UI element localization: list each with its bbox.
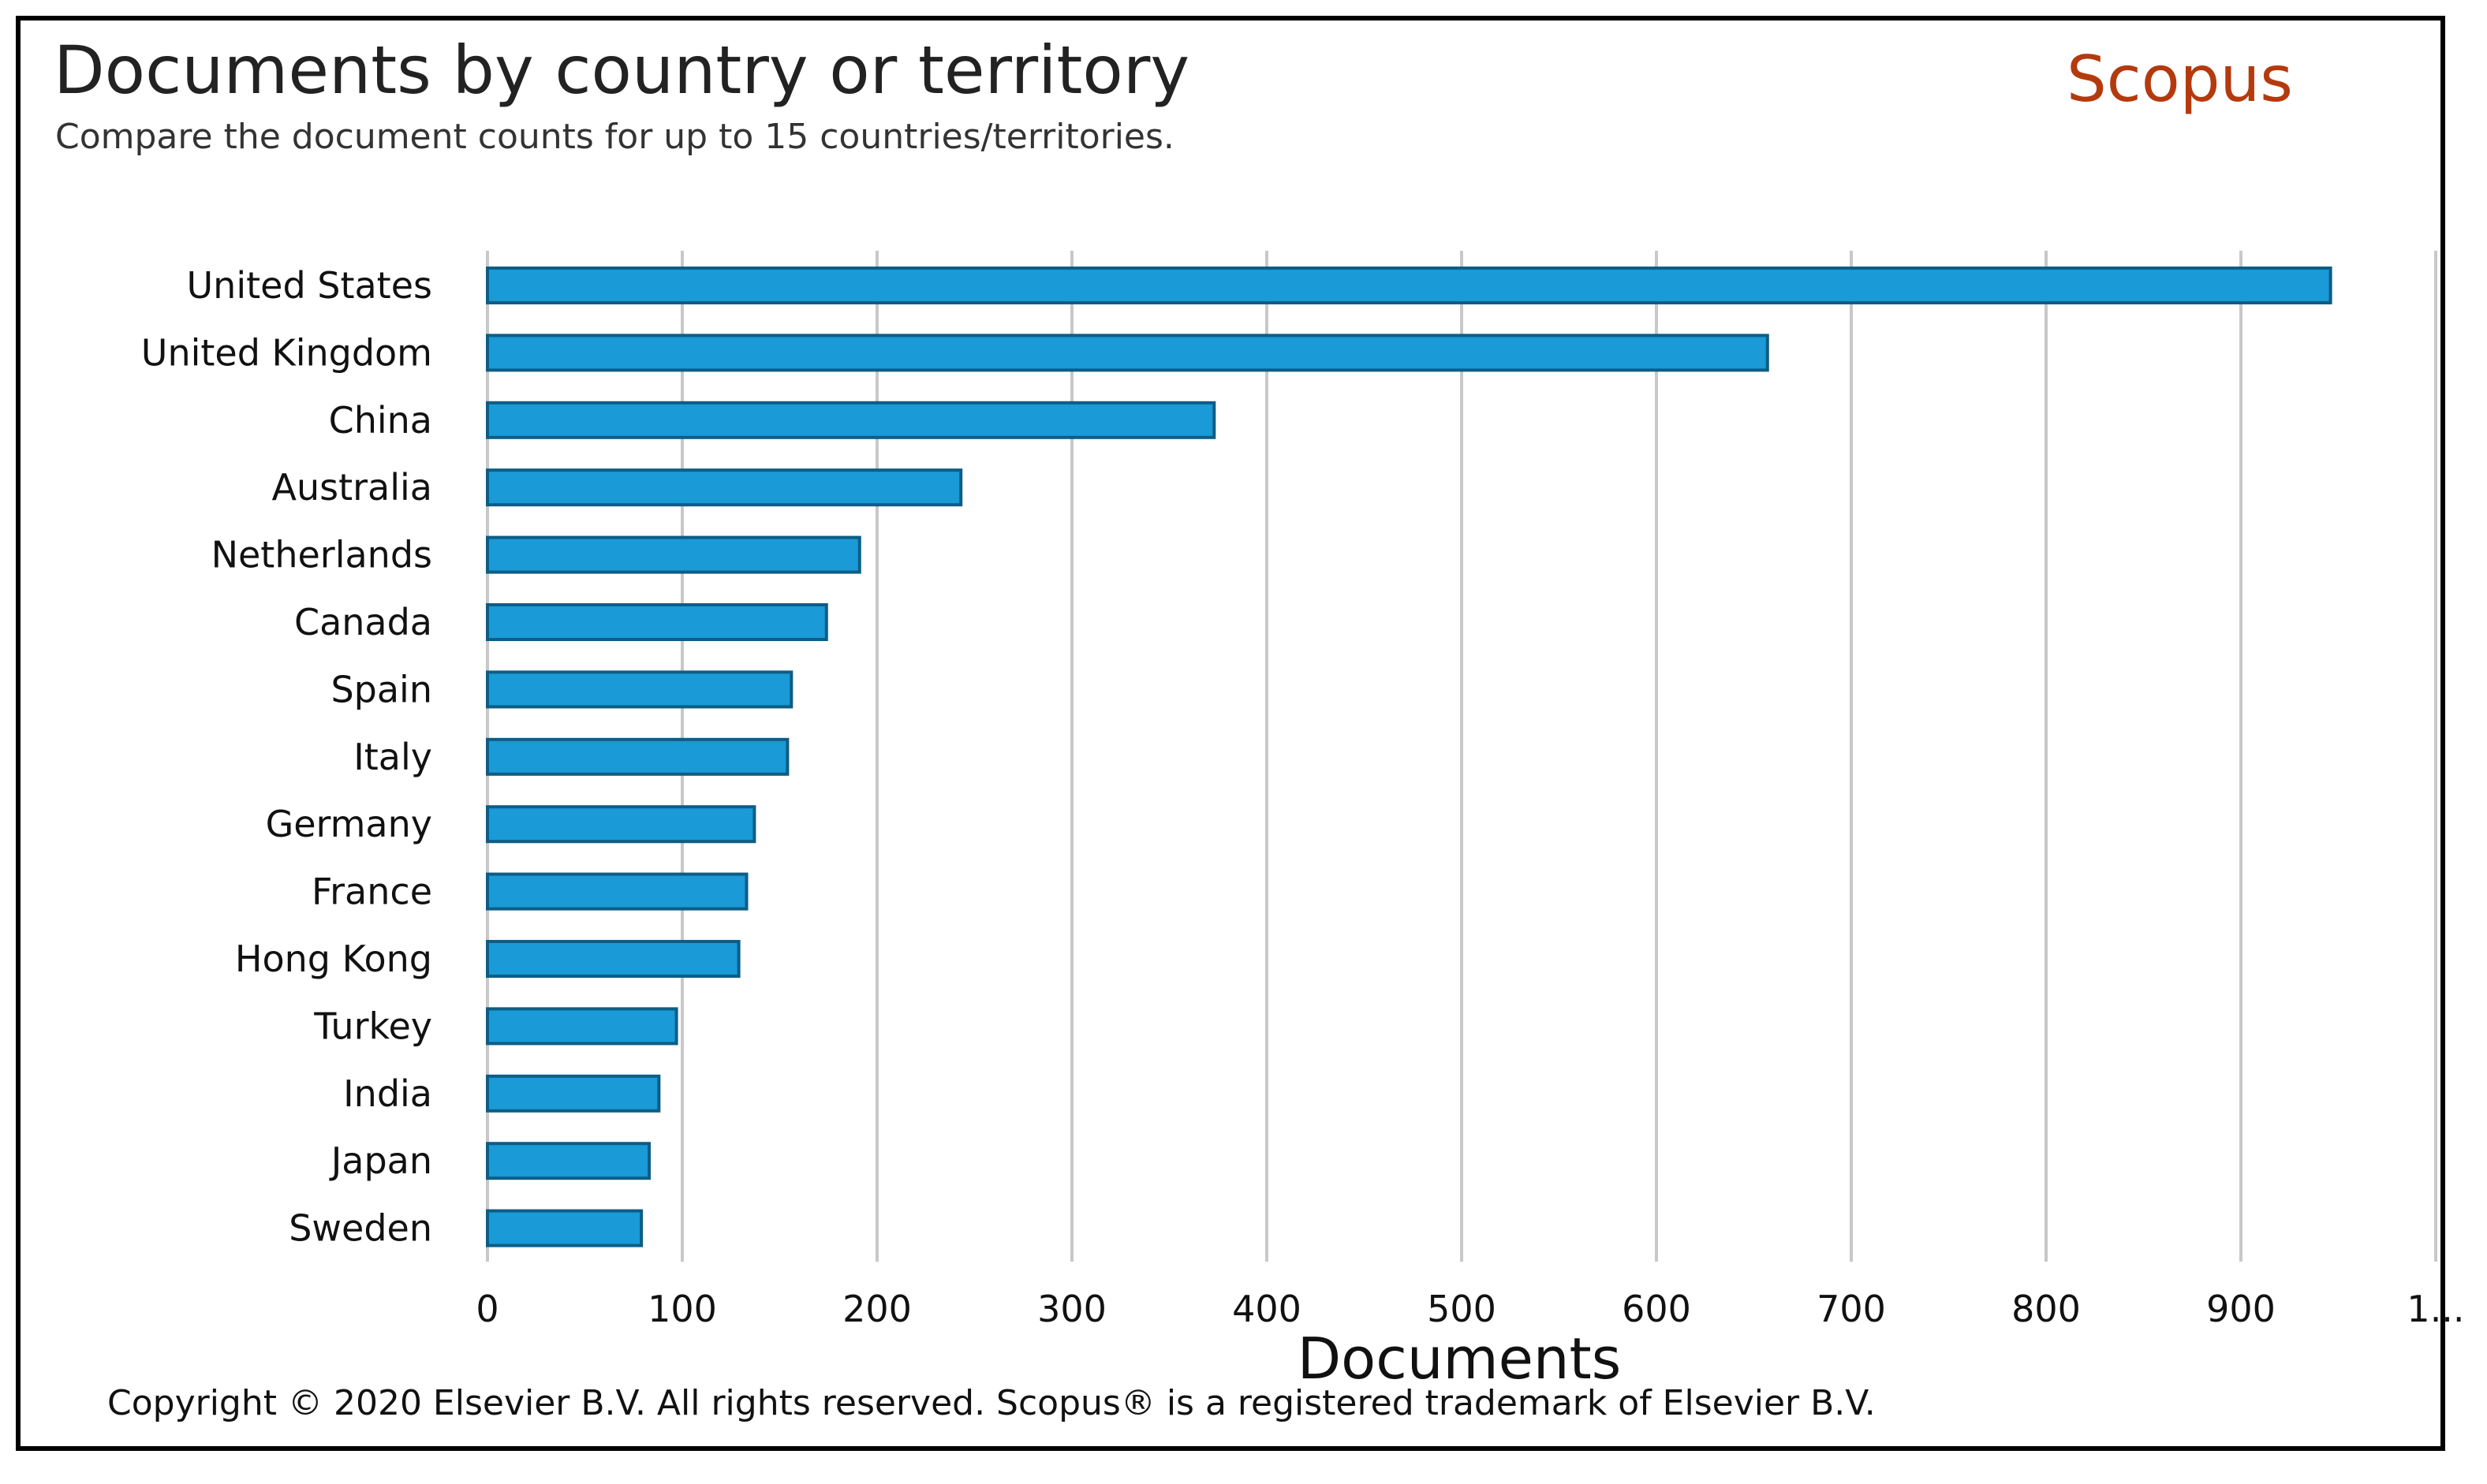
- category-label: China: [329, 399, 432, 442]
- category-label: Turkey: [313, 1005, 432, 1047]
- category-labels: United States United Kingdom China Australi…: [141, 264, 432, 1250]
- x-tick-label: 200: [842, 1288, 912, 1330]
- bar-france[interactable]: [486, 872, 749, 911]
- page-title: Documents by country or territory: [54, 32, 1190, 109]
- category-label: Sweden: [289, 1207, 432, 1250]
- x-tick-labels: 0 100 200 300 400 500 600 700 800 900 1...: [476, 1288, 2464, 1330]
- x-tick-label: 700: [1817, 1288, 1886, 1330]
- category-label: United Kingdom: [141, 331, 432, 374]
- page-subtitle: Compare the document counts for up to 15…: [55, 117, 1174, 157]
- category-label: Hong Kong: [235, 938, 432, 980]
- x-tick-label: 100: [648, 1288, 717, 1330]
- copyright-notice: Copyright © 2020 Elsevier B.V. All right…: [107, 1383, 1876, 1423]
- bar-hong-kong[interactable]: [486, 940, 741, 978]
- x-tick-label: 800: [2011, 1288, 2081, 1330]
- bar-canada[interactable]: [486, 603, 828, 641]
- bar-sweden[interactable]: [486, 1209, 644, 1247]
- category-label: Italy: [353, 736, 432, 778]
- category-label: Netherlands: [211, 534, 432, 576]
- category-label: Canada: [294, 601, 432, 643]
- bar-netherlands[interactable]: [486, 535, 861, 574]
- x-tick-label: 0: [476, 1288, 499, 1330]
- chart-frame: [16, 16, 2445, 1451]
- x-tick-label: 900: [2206, 1288, 2276, 1330]
- x-tick-label: 400: [1232, 1288, 1301, 1330]
- category-label: Germany: [266, 803, 432, 845]
- x-axis-title: Documents: [1298, 1326, 1622, 1392]
- category-label: Japan: [329, 1139, 432, 1182]
- bar-australia[interactable]: [486, 468, 963, 507]
- bar-spain[interactable]: [486, 670, 794, 709]
- bar-india[interactable]: [486, 1074, 661, 1113]
- bar-japan[interactable]: [486, 1142, 652, 1180]
- category-label: France: [312, 871, 432, 913]
- bars: [486, 267, 2332, 1247]
- category-label: Australia: [272, 466, 432, 509]
- x-tick-label: 1...: [2407, 1288, 2464, 1330]
- bar-turkey[interactable]: [486, 1007, 678, 1046]
- x-tick-label: 500: [1427, 1288, 1496, 1330]
- bar-china[interactable]: [486, 401, 1216, 439]
- x-tick-label: 600: [1622, 1288, 1691, 1330]
- category-label: India: [343, 1072, 432, 1115]
- category-label: United States: [187, 264, 433, 307]
- category-label: Spain: [330, 668, 432, 710]
- bar-italy[interactable]: [486, 737, 790, 776]
- scopus-logo: Scopus: [2067, 43, 2293, 116]
- bar-germany[interactable]: [486, 805, 756, 844]
- bar-united-states[interactable]: [486, 267, 2332, 304]
- x-tick-label: 300: [1037, 1288, 1107, 1330]
- bar-united-kingdom[interactable]: [486, 334, 1769, 372]
